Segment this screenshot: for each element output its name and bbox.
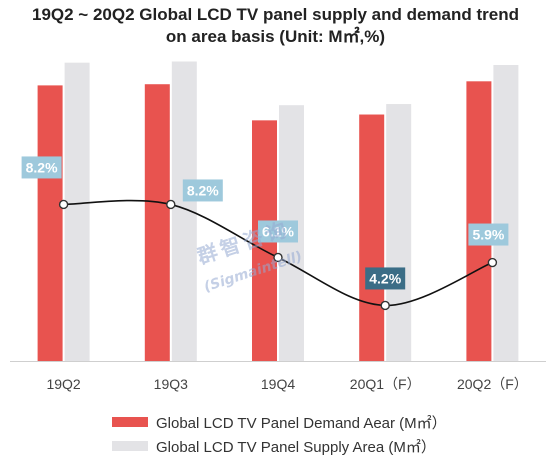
data-labels-layer: 8.2% 8.2% 6.1% 4.2% 5.9%	[21, 156, 509, 290]
chart-title: 19Q2 ~ 20Q2 Global LCD TV panel supply a…	[0, 4, 551, 48]
data-label-1: 8.2%	[26, 159, 58, 175]
demand-bar-1	[37, 85, 63, 361]
growth-point-5	[487, 257, 498, 268]
x-tick-label-3: 19Q4	[261, 376, 295, 392]
chart-area: 19Q2 19Q3 19Q4 20Q1（F） 20Q2（F） 8.2% 8.2% 6.1% 4…	[10, 61, 546, 392]
legend-label-supply: Global LCD TV Panel Supply Area (M㎡）	[156, 438, 436, 456]
x-tick-label-1: 19Q2	[46, 376, 80, 392]
data-label-5: 5.9%	[472, 227, 504, 243]
demand-bar-5	[466, 81, 492, 362]
x-tick-label-2: 19Q3	[154, 376, 188, 392]
supply-bar-1	[64, 62, 90, 362]
growth-point-2	[166, 199, 176, 210]
bars-layer	[37, 61, 519, 362]
supply-bar-5	[493, 64, 519, 361]
growth-point-3	[273, 252, 283, 263]
data-label-4: 4.2%	[369, 270, 401, 286]
data-label-3: 6.1%	[262, 223, 294, 239]
data-label-box-1	[21, 156, 62, 179]
legend-item-demand: Global LCD TV Panel Demand Aear (M㎡）	[112, 410, 447, 434]
x-tick-label-4: 20Q1（F）	[350, 376, 421, 392]
data-label-box-4	[365, 267, 406, 290]
data-label-box-5	[468, 223, 509, 246]
legend-label-demand: Global LCD TV Panel Demand Aear (M㎡）	[156, 414, 447, 432]
growth-point-1	[58, 199, 69, 210]
legend-swatch-demand	[112, 417, 148, 427]
chart-title-line2: on area basis (Unit: M㎡,%)	[165, 27, 386, 46]
legend-swatch-supply	[112, 441, 148, 451]
supply-bar-4	[386, 104, 412, 362]
growth-point-4	[380, 300, 390, 311]
data-label-box-3	[258, 220, 298, 243]
x-tick-label-5: 20Q2（F）	[457, 376, 528, 392]
demand-bar-4	[359, 114, 385, 362]
data-label-box-2	[182, 179, 223, 202]
chart-title-line1: 19Q2 ~ 20Q2 Global LCD TV panel supply a…	[32, 5, 519, 24]
data-label-2: 8.2%	[187, 182, 219, 198]
x-axis: 19Q2 19Q3 19Q4 20Q1（F） 20Q2（F）	[10, 361, 546, 392]
legend-item-supply: Global LCD TV Panel Supply Area (M㎡）	[112, 434, 447, 458]
demand-bar-2	[144, 84, 170, 361]
growth-line-layer	[58, 199, 498, 311]
legend: Global LCD TV Panel Demand Aear (M㎡） Glo…	[112, 410, 447, 458]
